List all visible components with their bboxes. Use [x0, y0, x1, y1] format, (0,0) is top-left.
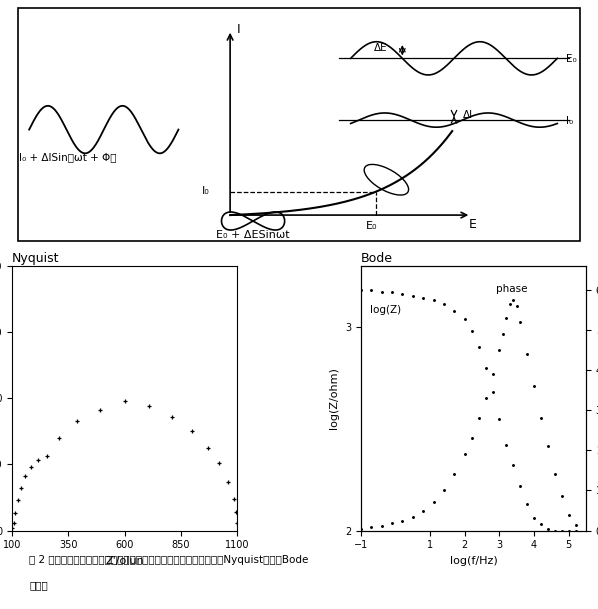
Point — [145, 401, 154, 411]
Point — [515, 481, 525, 491]
Point — [440, 300, 449, 309]
Point — [388, 518, 397, 528]
Point — [502, 440, 511, 450]
Point — [536, 519, 546, 529]
Text: I₀: I₀ — [566, 116, 573, 125]
Point — [508, 460, 518, 470]
Point — [543, 442, 553, 451]
Text: ΔI: ΔI — [463, 110, 473, 120]
Text: I: I — [237, 23, 240, 37]
Point — [460, 449, 469, 459]
Point — [481, 363, 490, 373]
Point — [398, 516, 407, 526]
Point — [498, 329, 508, 339]
Point — [187, 426, 197, 436]
Text: E₀: E₀ — [566, 54, 576, 64]
Text: I₀: I₀ — [202, 186, 209, 196]
Point — [232, 518, 242, 527]
Point — [515, 317, 525, 327]
Point — [505, 299, 515, 309]
Point — [120, 396, 129, 406]
Point — [429, 498, 438, 507]
Point — [377, 287, 386, 297]
Point — [543, 524, 553, 533]
Point — [474, 414, 483, 423]
Text: 图谱。: 图谱。 — [29, 580, 48, 590]
Point — [495, 414, 504, 423]
Text: 图 2 电化学交流阻抗原理示意图。上图：体系电压电流曲线，下图：Nyquist图谱和Bode: 图 2 电化学交流阻抗原理示意图。上图：体系电压电流曲线，下图：Nyquist图… — [29, 555, 309, 565]
Point — [450, 470, 459, 479]
Point — [42, 451, 51, 461]
Point — [356, 524, 366, 533]
Text: I₀ + ΔISin（ωt + Φ）: I₀ + ΔISin（ωt + Φ） — [19, 152, 117, 163]
Point — [571, 519, 581, 529]
Point — [229, 494, 239, 504]
Point — [564, 526, 573, 535]
Point — [203, 443, 213, 453]
Point — [419, 505, 428, 515]
Point — [557, 491, 566, 501]
Point — [21, 471, 30, 481]
Point — [529, 381, 539, 391]
X-axis label: log(f/Hz): log(f/Hz) — [450, 556, 498, 566]
Point — [467, 434, 477, 443]
Point — [54, 433, 64, 443]
Point — [529, 513, 539, 523]
Point — [367, 285, 376, 295]
Point — [474, 342, 483, 352]
Point — [33, 456, 42, 465]
Point — [16, 484, 26, 493]
Point — [214, 458, 224, 468]
X-axis label: Z'/olun: Z'/olun — [105, 556, 144, 566]
Point — [408, 512, 417, 521]
Point — [508, 295, 518, 304]
Text: ΔE: ΔE — [374, 43, 388, 53]
Point — [488, 369, 498, 379]
Point — [550, 470, 560, 479]
Point — [467, 326, 477, 336]
Point — [26, 462, 36, 472]
Point — [550, 526, 560, 535]
Point — [377, 521, 386, 530]
Text: E: E — [468, 218, 476, 231]
Point — [388, 287, 397, 297]
Point — [488, 387, 498, 397]
Point — [429, 295, 438, 305]
Point — [13, 495, 22, 505]
Point — [512, 301, 521, 311]
Point — [495, 345, 504, 355]
Point — [523, 499, 532, 509]
Point — [481, 393, 490, 403]
Point — [8, 523, 17, 533]
Point — [11, 509, 20, 518]
Point — [167, 412, 176, 421]
Point — [450, 306, 459, 315]
Text: E₀ + ΔESinωt: E₀ + ΔESinωt — [216, 230, 290, 239]
FancyBboxPatch shape — [18, 9, 580, 241]
Point — [408, 291, 417, 301]
Point — [95, 405, 105, 415]
Point — [571, 526, 581, 535]
Point — [557, 526, 566, 535]
Point — [223, 477, 233, 487]
Point — [460, 314, 469, 323]
Point — [356, 285, 366, 295]
Text: log(Z): log(Z) — [370, 305, 401, 315]
Text: phase: phase — [496, 284, 527, 294]
Text: Nyquist: Nyquist — [12, 252, 59, 264]
Point — [231, 507, 241, 517]
Text: E₀: E₀ — [366, 221, 377, 231]
Point — [440, 485, 449, 495]
Point — [523, 349, 532, 359]
Y-axis label: log(Z/ohm): log(Z/ohm) — [329, 367, 340, 429]
Point — [419, 294, 428, 303]
Point — [398, 289, 407, 299]
Point — [564, 510, 573, 519]
Text: Bode: Bode — [361, 252, 393, 264]
Point — [9, 518, 19, 527]
Point — [367, 523, 376, 532]
Point — [536, 414, 546, 423]
Point — [502, 313, 511, 323]
Point — [72, 416, 82, 426]
